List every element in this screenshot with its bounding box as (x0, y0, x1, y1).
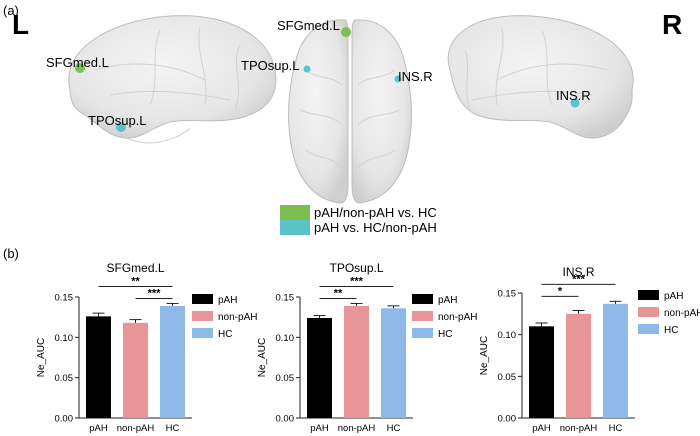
legend-label: HC (438, 329, 452, 340)
significance-label: *** (572, 273, 586, 285)
region-marker-tposup-top (303, 65, 311, 73)
chart-2: INS.R 0.00 0.05 0.10 0.15 Ne_AUC pAH non-pAH HC *… (479, 265, 700, 434)
bar-HC (603, 303, 628, 418)
chart-0: SFGmed.L 0.00 0.05 0.10 0.15 Ne_AUC pAH non-pAH… (36, 261, 257, 434)
legend-swatch-pAH (638, 290, 659, 300)
significance-label: * (558, 285, 563, 297)
label-tposup-top: TPOsup.L (241, 58, 300, 73)
y-axis-label: Ne_AUC (479, 336, 490, 375)
chart-title: TPOsup.L (329, 261, 383, 275)
legend-swatch-cyan (280, 220, 310, 235)
y-tick-label: 0.10 (498, 330, 517, 341)
x-tick-label: pAH (89, 423, 108, 434)
legend-swatch-HC (192, 328, 213, 338)
significance-label: ** (131, 275, 140, 287)
bar-HC (160, 305, 185, 418)
x-tick-label: non-pAH (117, 423, 155, 434)
bar-charts: SFGmed.L 0.00 0.05 0.10 0.15 Ne_AUC pAH non-pAH… (36, 261, 700, 434)
x-tick-label: pAH (532, 423, 551, 434)
left-lateral-brain (68, 15, 277, 144)
legend-swatch-non-pAH (412, 311, 433, 321)
legend-label: non-pAH (218, 312, 257, 323)
y-tick-label: 0.00 (276, 414, 295, 425)
legend-swatch-pAH (192, 294, 213, 304)
legend-swatch-HC (638, 324, 659, 334)
chart-title: SFGmed.L (106, 261, 164, 275)
y-tick-label: 0.10 (55, 333, 74, 344)
y-tick-label: 0.00 (498, 414, 517, 425)
region-marker-sfgmed-left (75, 63, 85, 73)
left-hemisphere-letter: L (12, 9, 29, 40)
right-lateral-brain (447, 15, 634, 139)
panel-a-label: (a) (3, 3, 19, 18)
significance-label: *** (148, 287, 162, 299)
region-marker-ins-top (394, 75, 402, 83)
legend-swatch-non-pAH (192, 311, 213, 321)
bar-non-pAH (344, 305, 369, 418)
bar-pAH (307, 317, 332, 418)
x-tick-label: non-pAH (338, 423, 376, 434)
y-tick-label: 0.05 (498, 372, 517, 383)
x-tick-label: pAH (310, 423, 329, 434)
y-axis-label: Ne_AUC (36, 338, 47, 377)
label-ins-right: INS.R (556, 88, 591, 103)
chart-1: TPOsup.L 0.00 0.05 0.10 0.15 Ne_AUC pAH non-pAH… (257, 261, 477, 434)
region-marker-tposup-left (116, 122, 126, 132)
y-axis-label: Ne_AUC (257, 338, 268, 377)
chart-title: INS.R (562, 265, 594, 279)
right-hemisphere-letter: R (662, 9, 682, 40)
legend-swatch-HC (412, 328, 433, 338)
legend-label-cyan: pAH vs. HC/non-pAH (314, 220, 437, 235)
bar-pAH (86, 316, 111, 418)
legend-label-green: pAH/non-pAH vs. HC (314, 205, 437, 220)
legend-label: HC (218, 329, 232, 340)
significance-label: *** (350, 275, 364, 287)
legend-swatch-green (280, 205, 310, 220)
x-tick-label: non-pAH (560, 423, 598, 434)
y-tick-label: 0.00 (55, 414, 74, 425)
top-view-brain (288, 19, 412, 204)
bar-non-pAH (123, 322, 148, 418)
significance-label: ** (334, 287, 343, 299)
legend-label: pAH (438, 295, 457, 306)
region-marker-sfgmed-top (341, 27, 351, 37)
label-sfgmed-top: SFGmed.L (277, 18, 340, 33)
bar-HC (381, 308, 406, 418)
y-tick-label: 0.05 (55, 373, 74, 384)
legend-label: pAH (218, 295, 237, 306)
x-tick-label: HC (387, 423, 401, 434)
legend-label: pAH (664, 291, 683, 302)
y-tick-label: 0.15 (498, 289, 517, 300)
legend-label: HC (664, 325, 678, 336)
y-tick-label: 0.15 (276, 293, 295, 304)
label-ins-top: INS.R (398, 69, 433, 84)
x-tick-label: HC (609, 423, 623, 434)
legend-label: non-pAH (664, 308, 700, 319)
y-tick-label: 0.15 (55, 293, 74, 304)
bar-non-pAH (566, 313, 591, 418)
legend-swatch-non-pAH (638, 307, 659, 317)
legend-label: non-pAH (438, 312, 477, 323)
bar-pAH (529, 326, 554, 418)
x-tick-label: HC (166, 423, 180, 434)
legend-swatch-pAH (412, 294, 433, 304)
label-tposup-left: TPOsup.L (88, 113, 147, 128)
label-sfgmed-left: SFGmed.L (46, 55, 109, 70)
panel-b-label: (b) (3, 246, 19, 261)
y-tick-label: 0.10 (276, 333, 295, 344)
y-tick-label: 0.05 (276, 373, 295, 384)
region-marker-ins-right (570, 98, 580, 108)
